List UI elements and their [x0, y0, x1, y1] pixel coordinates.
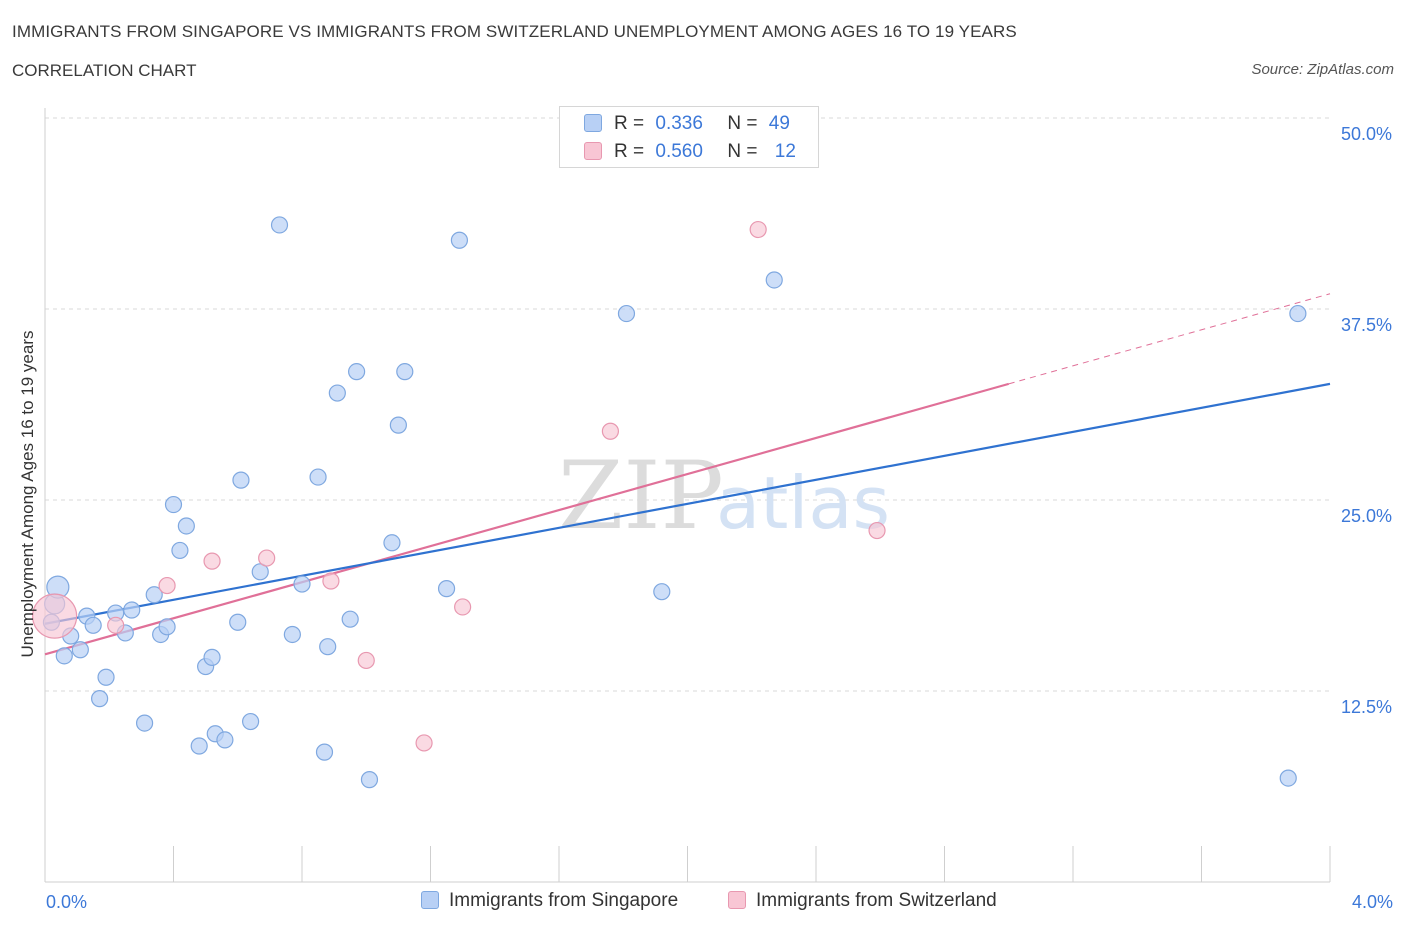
- point-switzerland: [32, 593, 78, 639]
- x-tick-labels: 0.0% 4.0%: [46, 892, 1393, 912]
- source-label: Source: ZipAtlas.com: [1251, 61, 1394, 78]
- chart-subtitle: CORRELATION CHART: [12, 61, 197, 80]
- legend-r-value-switzerland: 0.560: [655, 141, 703, 162]
- point-switzerland: [322, 572, 340, 590]
- watermark: ZIP atlas: [558, 442, 890, 551]
- y-tick-label-2: 37.5%: [1341, 315, 1392, 335]
- legend-r-label: R =: [614, 141, 645, 162]
- point-switzerland: [357, 651, 375, 670]
- grid-lines: [45, 117, 1330, 692]
- point-switzerland: [107, 616, 125, 634]
- point-switzerland: [415, 734, 433, 752]
- y-tick-labels: 12.5% 25.0% 37.5% 50.0%: [1341, 124, 1392, 717]
- point-singapore: [229, 613, 247, 631]
- point-switzerland: [258, 549, 276, 567]
- point-singapore: [341, 610, 359, 628]
- point-singapore: [251, 563, 269, 581]
- point-singapore: [232, 471, 250, 489]
- point-singapore: [360, 771, 379, 789]
- y-tick-label-3: 50.0%: [1341, 124, 1392, 144]
- point-singapore: [123, 601, 141, 619]
- legend-n-value-singapore: 49: [768, 113, 790, 134]
- point-switzerland: [203, 552, 221, 570]
- point-singapore: [293, 575, 311, 593]
- point-singapore: [171, 541, 189, 560]
- point-singapore: [383, 534, 401, 552]
- point-singapore: [437, 580, 456, 598]
- point-switzerland: [868, 521, 886, 540]
- trend-line-switzerland: [44, 382, 1010, 656]
- point-singapore: [396, 363, 414, 381]
- point-switzerland: [601, 422, 620, 440]
- point-singapore: [84, 616, 102, 634]
- point-singapore: [55, 647, 73, 665]
- data-points: [32, 216, 1307, 789]
- point-singapore: [348, 363, 366, 381]
- legend-n-label: N =: [727, 113, 758, 134]
- legend-r-value-singapore: 0.336: [655, 113, 703, 134]
- point-singapore: [91, 690, 109, 708]
- point-singapore: [450, 231, 469, 249]
- stats-legend: R = 0.336 N = 49 R = 0.560 N = 12: [559, 106, 819, 168]
- point-singapore: [164, 495, 183, 514]
- chart-title: IMMIGRANTS FROM SINGAPORE VS IMMIGRANTS …: [12, 22, 1017, 41]
- legend-item-singapore: Immigrants from Singapore: [421, 890, 678, 912]
- point-singapore: [97, 668, 115, 686]
- point-singapore: [177, 517, 195, 535]
- point-singapore: [283, 625, 301, 644]
- trend-lines: [44, 293, 1331, 656]
- point-singapore: [242, 712, 260, 731]
- watermark-zip: ZIP: [558, 442, 724, 551]
- point-singapore: [315, 743, 334, 761]
- trend-line-singapore: [44, 382, 1331, 625]
- point-singapore: [765, 271, 783, 289]
- point-singapore: [145, 586, 163, 604]
- legend-swatch-switzerland: [584, 142, 602, 160]
- legend-item-switzerland: Immigrants from Switzerland: [728, 890, 997, 912]
- point-singapore: [190, 737, 208, 755]
- axes: [44, 108, 1331, 883]
- watermark-atlas: atlas: [716, 461, 890, 545]
- x-tick-label-1: 4.0%: [1352, 892, 1393, 912]
- point-singapore: [328, 384, 346, 402]
- trend-line-switzerland-extension: [1008, 293, 1331, 385]
- x-tick-label-0: 0.0%: [46, 892, 87, 912]
- legend-swatch-singapore: [584, 114, 602, 132]
- point-singapore: [389, 416, 407, 434]
- legend-r-label: R =: [614, 113, 645, 134]
- point-singapore: [135, 714, 154, 732]
- point-switzerland: [454, 598, 472, 616]
- point-singapore: [653, 583, 671, 601]
- point-singapore: [203, 648, 221, 666]
- point-switzerland: [749, 220, 767, 239]
- point-singapore: [158, 618, 176, 636]
- legend-swatch-singapore: [421, 891, 439, 909]
- legend-row-switzerland: R = 0.560 N = 12: [584, 141, 796, 165]
- y-tick-label-0: 12.5%: [1341, 697, 1392, 717]
- point-singapore: [617, 304, 636, 323]
- point-switzerland: [158, 576, 176, 595]
- y-axis-label: Unemployment Among Ages 16 to 19 years: [18, 331, 37, 658]
- point-singapore: [309, 468, 327, 486]
- legend-label-switzerland: Immigrants from Switzerland: [756, 890, 997, 911]
- legend-label-singapore: Immigrants from Singapore: [449, 890, 679, 911]
- legend-row-singapore: R = 0.336 N = 49: [584, 113, 790, 137]
- point-singapore: [319, 638, 337, 656]
- point-singapore: [71, 641, 89, 659]
- legend-swatch-switzerland: [728, 891, 746, 909]
- point-singapore: [1289, 304, 1307, 323]
- point-singapore: [1279, 769, 1297, 787]
- y-tick-label-1: 25.0%: [1341, 506, 1392, 526]
- legend-n-label: N =: [727, 141, 758, 162]
- point-singapore: [216, 731, 234, 749]
- point-singapore: [270, 216, 289, 234]
- legend-n-value-switzerland: 12: [774, 141, 796, 162]
